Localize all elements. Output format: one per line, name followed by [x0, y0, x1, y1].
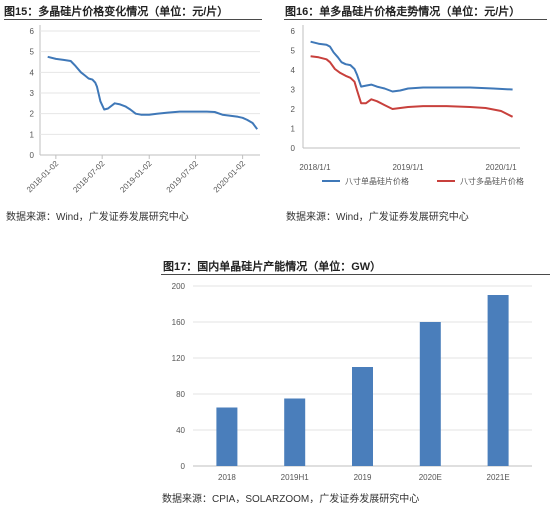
x-tick-label: 2019/1/1 [392, 163, 424, 172]
bar-2021E [487, 295, 509, 466]
x-tick-label: 2019 [354, 473, 372, 482]
x-tick-label: 2019H1 [281, 473, 310, 482]
figure-15-title-rule [4, 19, 262, 20]
figure-16-title: 图16：单多晶硅片价格走势情况（单位：元/片） [285, 6, 521, 18]
y-tick-label: 1 [30, 130, 35, 139]
y-tick-label: 3 [291, 86, 296, 95]
figure-15-source: 数据来源：Wind，广发证券发展研究中心 [6, 212, 189, 223]
y-tick-label: 5 [291, 47, 296, 56]
y-tick-label: 200 [172, 282, 186, 291]
figure-17-title-rule [161, 274, 550, 275]
y-tick-label: 6 [291, 27, 296, 36]
figure-15-title: 图15：多晶硅片价格变化情况（单位：元/片） [4, 6, 229, 18]
bar-2018 [216, 407, 238, 466]
y-tick-label: 4 [30, 68, 35, 77]
x-tick-label: 2018/1/1 [299, 163, 331, 172]
figure-16-source: 数据来源：Wind，广发证券发展研究中心 [286, 212, 469, 223]
y-tick-label: 0 [30, 151, 35, 160]
series-line-2 [310, 55, 514, 118]
x-tick-label: 2020E [419, 473, 442, 482]
y-tick-label: 3 [30, 89, 35, 98]
y-tick-label: 160 [172, 318, 186, 327]
x-tick-label: 2021E [487, 473, 510, 482]
figure-16-title-rule [284, 19, 547, 20]
bar-2019H1 [284, 398, 306, 466]
legend-label-1: 八寸单晶硅片价格 [345, 176, 409, 186]
y-tick-label: 5 [30, 48, 35, 57]
bar-2020E [419, 322, 441, 466]
y-tick-label: 0 [181, 462, 186, 471]
series-line-1 [310, 40, 513, 93]
price-line [47, 55, 259, 130]
figure-17-title: 图17：国内单晶硅片产能情况（单位：GW） [163, 261, 382, 273]
legend-label-2: 八寸多晶硅片价格 [460, 176, 524, 186]
figure-17-source: 数据来源：CPIA，SOLARZOOM，广发证券发展研究中心 [162, 494, 420, 505]
y-tick-label: 40 [176, 426, 185, 435]
y-tick-label: 2 [30, 110, 35, 119]
y-tick-label: 1 [291, 125, 296, 134]
y-tick-label: 6 [30, 27, 35, 36]
y-tick-label: 0 [291, 144, 296, 153]
y-tick-label: 4 [291, 66, 296, 75]
x-tick-label: 2018 [218, 473, 236, 482]
y-tick-label: 80 [176, 390, 185, 399]
bar-2019 [352, 367, 373, 466]
y-tick-label: 120 [172, 354, 186, 363]
x-tick-label: 2020/1/1 [486, 163, 518, 172]
y-tick-label: 2 [291, 105, 296, 114]
